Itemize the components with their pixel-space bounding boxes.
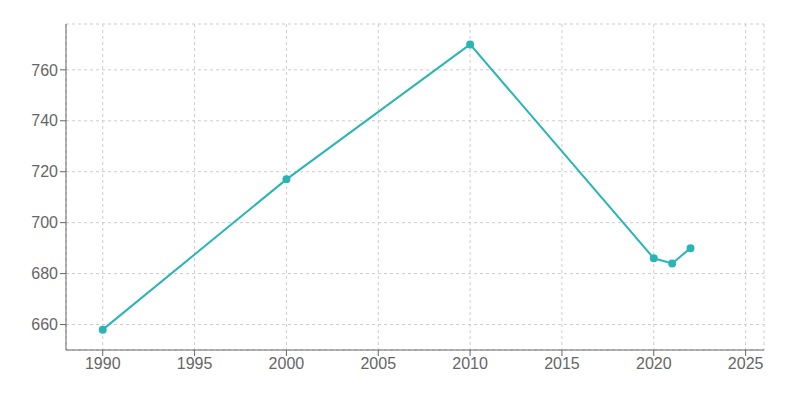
svg-text:2000: 2000 bbox=[269, 355, 305, 372]
svg-text:1995: 1995 bbox=[177, 355, 213, 372]
svg-text:660: 660 bbox=[31, 316, 58, 333]
svg-text:2025: 2025 bbox=[728, 355, 764, 372]
svg-text:700: 700 bbox=[31, 214, 58, 231]
svg-text:2010: 2010 bbox=[452, 355, 488, 372]
svg-text:720: 720 bbox=[31, 163, 58, 180]
svg-text:1990: 1990 bbox=[85, 355, 121, 372]
svg-text:2015: 2015 bbox=[544, 355, 580, 372]
svg-text:2020: 2020 bbox=[636, 355, 672, 372]
svg-text:760: 760 bbox=[31, 62, 58, 79]
svg-text:2005: 2005 bbox=[360, 355, 396, 372]
svg-text:740: 740 bbox=[31, 112, 58, 129]
svg-text:680: 680 bbox=[31, 265, 58, 282]
